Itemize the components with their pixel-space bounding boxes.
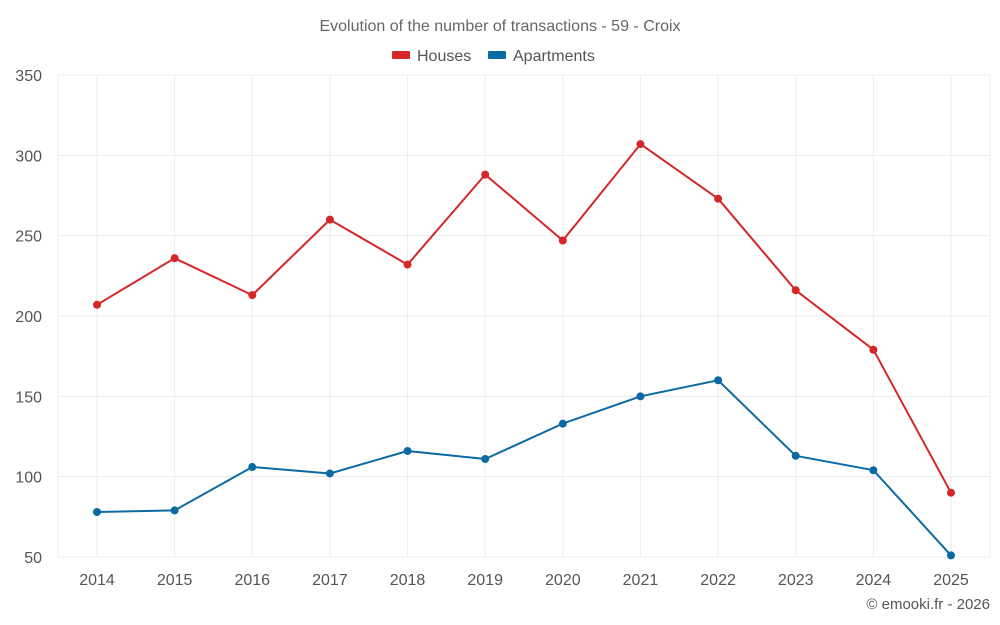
data-point-apartments[interactable] (325, 469, 334, 478)
data-point-houses[interactable] (791, 286, 800, 295)
y-tick-label: 200 (15, 309, 42, 326)
x-tick-label: 2023 (778, 572, 814, 589)
data-point-houses[interactable] (325, 215, 334, 224)
data-point-apartments[interactable] (869, 466, 878, 475)
legend-label-apartments[interactable]: Apartments (513, 48, 595, 65)
y-tick-label: 250 (15, 229, 42, 246)
data-point-apartments[interactable] (791, 451, 800, 460)
data-point-apartments[interactable] (481, 454, 490, 463)
x-tick-label: 2024 (856, 572, 892, 589)
y-tick-label: 150 (15, 389, 42, 406)
data-point-apartments[interactable] (248, 463, 257, 472)
data-point-apartments[interactable] (714, 376, 723, 385)
data-point-houses[interactable] (869, 345, 878, 354)
x-tick-label: 2025 (933, 572, 969, 589)
y-tick-label: 350 (15, 68, 42, 85)
y-tick-label: 50 (24, 550, 42, 567)
x-tick-label: 2020 (545, 572, 581, 589)
legend-swatch-houses (392, 51, 410, 59)
data-point-houses[interactable] (558, 236, 567, 245)
data-point-houses[interactable] (636, 140, 645, 149)
data-point-houses[interactable] (403, 260, 412, 269)
y-tick-label: 100 (15, 470, 42, 487)
data-point-apartments[interactable] (93, 508, 101, 517)
grid (57, 74, 991, 558)
data-point-apartments[interactable] (558, 419, 567, 428)
x-tick-label: 2016 (234, 572, 270, 589)
x-tick-label: 2015 (157, 572, 193, 589)
data-point-apartments[interactable] (636, 392, 645, 401)
data-point-houses[interactable] (248, 291, 257, 300)
x-tick-label: 2019 (467, 572, 503, 589)
x-tick-label: 2014 (79, 572, 115, 589)
data-point-apartments[interactable] (947, 551, 955, 560)
x-tick-label: 2022 (700, 572, 736, 589)
data-point-houses[interactable] (170, 254, 179, 263)
y-tick-label: 300 (15, 148, 42, 165)
data-point-houses[interactable] (93, 300, 101, 309)
chart-title: Evolution of the number of transactions … (319, 18, 680, 35)
y-axis-ticks: 50 100 150 200 250 300 350 (15, 68, 42, 567)
data-point-houses[interactable] (947, 488, 955, 497)
legend: Houses Apartments (392, 48, 595, 65)
series-line-apartments (96, 379, 952, 557)
data-point-houses[interactable] (714, 194, 723, 203)
series-line-houses (96, 143, 952, 494)
data-point-apartments[interactable] (170, 506, 179, 515)
data-point-houses[interactable] (481, 170, 490, 179)
legend-label-houses[interactable]: Houses (417, 48, 471, 65)
x-tick-label: 2017 (312, 572, 348, 589)
series (93, 140, 955, 560)
x-tick-label: 2021 (623, 572, 659, 589)
legend-swatch-apartments (488, 51, 506, 59)
data-point-apartments[interactable] (403, 446, 412, 455)
credit-text: © emooki.fr - 2026 (866, 596, 990, 613)
x-tick-label: 2018 (390, 572, 426, 589)
x-axis-ticks: 2014 2015 2016 2017 2018 2019 2020 2021 2022 2023… (79, 572, 969, 589)
